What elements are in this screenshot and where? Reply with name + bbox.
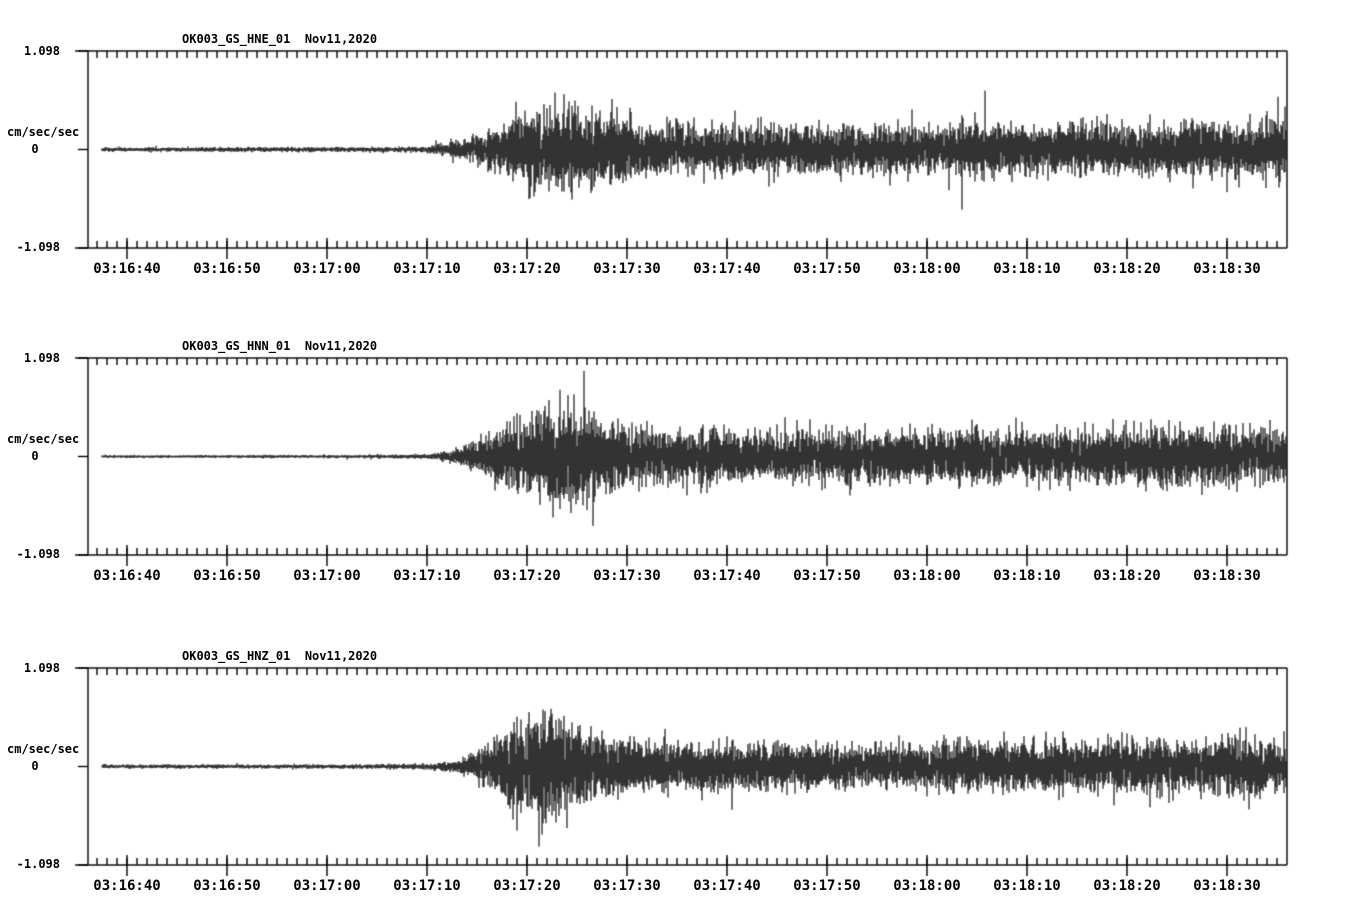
x-tick-label: 03:16:50 [193, 568, 261, 584]
y-zero-label: 0 [31, 759, 39, 773]
x-tick-label: 03:17:10 [393, 568, 461, 584]
x-tick-label: 03:17:40 [693, 261, 761, 277]
x-tick-label: 03:17:20 [493, 261, 561, 277]
x-tick-label: 03:17:20 [493, 878, 561, 894]
y-min-label: -1.098 [16, 547, 60, 561]
x-tick-label: 03:17:50 [793, 261, 861, 277]
x-tick-label: 03:18:20 [1093, 261, 1161, 277]
y-min-label: -1.098 [16, 240, 60, 254]
trace-title-hne: OK003_GS_HNE_01 Nov11,2020 [182, 32, 378, 46]
trace-title-hnn: OK003_GS_HNN_01 Nov11,2020 [182, 339, 378, 353]
seismo-panel-hne: OK003_GS_HNE_01 Nov11,2020 1.098 cm/sec/… [0, 0, 1358, 307]
x-tick-label: 03:16:40 [93, 878, 161, 894]
x-tick-label: 03:18:10 [993, 261, 1061, 277]
x-tick-label: 03:17:20 [493, 568, 561, 584]
y-units-label: cm/sec/sec [7, 125, 80, 139]
x-tick-label: 03:17:40 [693, 878, 761, 894]
x-tick-label: 03:18:00 [893, 568, 961, 584]
x-tick-label: 03:17:00 [293, 261, 361, 277]
y-max-label: 1.098 [23, 351, 60, 365]
x-tick-label: 03:18:20 [1093, 568, 1161, 584]
y-units-label: cm/sec/sec [7, 742, 80, 756]
x-tick-label: 03:16:40 [93, 568, 161, 584]
x-tick-label: 03:18:30 [1193, 878, 1261, 894]
y-zero-label: 0 [31, 449, 39, 463]
x-tick-label: 03:17:30 [593, 568, 661, 584]
x-tick-label: 03:16:50 [193, 878, 261, 894]
y-max-label: 1.098 [23, 661, 60, 675]
x-tick-label: 03:18:20 [1093, 878, 1161, 894]
x-tick-label: 03:17:00 [293, 568, 361, 584]
x-tick-label: 03:17:40 [693, 568, 761, 584]
seismo-panel-hnz: OK003_GS_HNZ_01 Nov11,2020 1.098 cm/sec/… [0, 617, 1358, 924]
y-zero-label: 0 [31, 142, 39, 156]
x-tick-label: 03:17:10 [393, 261, 461, 277]
x-tick-label: 03:18:00 [893, 878, 961, 894]
x-tick-label: 03:18:10 [993, 878, 1061, 894]
x-tick-label: 03:17:50 [793, 878, 861, 894]
x-tick-label: 03:18:30 [1193, 261, 1261, 277]
seismo-panel-hnn: OK003_GS_HNN_01 Nov11,2020 1.098 cm/sec/… [0, 307, 1358, 614]
x-tick-label: 03:16:50 [193, 261, 261, 277]
trace-title-hnz: OK003_GS_HNZ_01 Nov11,2020 [182, 649, 378, 663]
x-tick-label: 03:16:40 [93, 261, 161, 277]
y-max-label: 1.098 [23, 44, 60, 58]
x-tick-label: 03:17:30 [593, 261, 661, 277]
y-units-label: cm/sec/sec [7, 432, 80, 446]
x-tick-label: 03:17:30 [593, 878, 661, 894]
x-tick-label: 03:18:10 [993, 568, 1061, 584]
x-tick-label: 03:18:30 [1193, 568, 1261, 584]
x-tick-label: 03:17:10 [393, 878, 461, 894]
x-tick-label: 03:17:00 [293, 878, 361, 894]
x-tick-label: 03:17:50 [793, 568, 861, 584]
x-tick-label: 03:18:00 [893, 261, 961, 277]
y-min-label: -1.098 [16, 857, 60, 871]
